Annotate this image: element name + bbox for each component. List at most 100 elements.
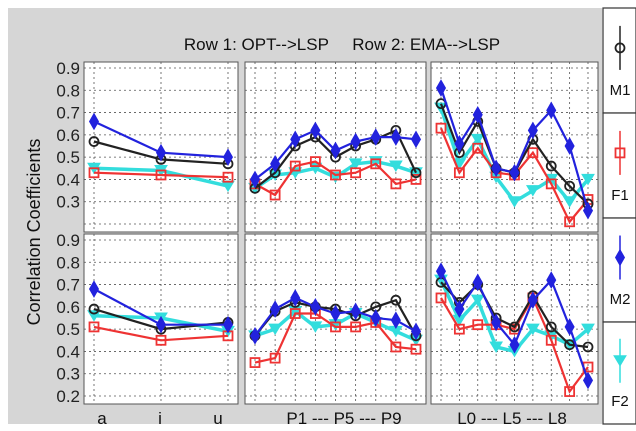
x-tick-labels: a i u P1 --- P5 --- P9 L0 --- L5 --- L8 xyxy=(97,409,567,428)
marker-m2 xyxy=(310,121,321,140)
marker-m2 xyxy=(472,273,483,292)
marker-m2 xyxy=(564,137,575,155)
marker-f2 xyxy=(470,294,485,307)
y-tick-label: 0.2 xyxy=(56,387,80,406)
marker-f2 xyxy=(268,323,283,336)
series-line-f1 xyxy=(254,160,417,197)
marker-m2 xyxy=(370,309,381,327)
y-tick-label: 0.9 xyxy=(56,231,80,250)
marker-m2 xyxy=(390,311,401,330)
marker-m2 xyxy=(330,141,341,160)
series-line-m1 xyxy=(440,281,589,349)
x-tick-label: L0 --- L5 --- L8 xyxy=(457,409,567,428)
marker-m2 xyxy=(350,302,361,321)
marker-f2 xyxy=(388,160,403,173)
marker-f1 xyxy=(545,178,557,190)
marker-f1 xyxy=(222,171,234,183)
x-tick-label: u xyxy=(213,409,222,428)
legend-item-f1: F1 xyxy=(602,112,636,219)
marker-f2 xyxy=(489,341,504,353)
marker-m1 xyxy=(390,294,402,306)
legend-label: M1 xyxy=(610,82,631,99)
marker-m1 xyxy=(582,341,594,353)
marker-m2 xyxy=(491,159,502,178)
marker-m2 xyxy=(491,313,502,332)
marker-m2 xyxy=(249,327,261,345)
marker-f1 xyxy=(435,292,447,304)
x-tick-label: P1 --- P5 --- P9 xyxy=(286,409,401,428)
y-tick-labels: 0.9 0.8 0.7 0.6 0.5 0.4 0.3 0.9 0.8 0.7 0.6 0.5 0.4 0… xyxy=(56,59,80,406)
marker-f1 xyxy=(88,167,100,179)
marker-f1 xyxy=(309,156,321,168)
marker-f2 xyxy=(470,133,485,146)
marker-f2 xyxy=(525,323,540,336)
marker-m2 xyxy=(155,315,167,334)
marker-f1 xyxy=(472,142,484,154)
marker-m2 xyxy=(410,130,422,149)
marker-f2 xyxy=(348,158,363,170)
y-tick-label: 0.5 xyxy=(56,148,80,167)
marker-f1 xyxy=(269,189,281,201)
marker-f1 xyxy=(390,341,402,353)
marker-m2 xyxy=(222,315,234,334)
y-tick-label: 0.8 xyxy=(56,253,80,272)
marker-f2 xyxy=(562,196,577,208)
panels xyxy=(83,61,599,405)
marker-f1 xyxy=(350,321,362,333)
legend-label: M2 xyxy=(610,291,631,308)
marker-m2 xyxy=(390,128,401,146)
marker-m2 xyxy=(270,300,281,318)
marker-m2 xyxy=(472,105,483,124)
series-line-f1 xyxy=(93,325,229,342)
marker-f1 xyxy=(249,357,261,368)
panel-row2-col3 xyxy=(430,233,599,405)
marker-m2 xyxy=(330,304,341,323)
marker-m2 xyxy=(155,143,167,162)
marker-m1 xyxy=(88,136,100,147)
marker-f2 xyxy=(525,185,540,197)
marker-f1 xyxy=(370,158,382,170)
legend-label: F1 xyxy=(611,187,629,204)
marker-f1 xyxy=(453,167,465,179)
marker-m1 xyxy=(509,321,520,333)
marker-f1 xyxy=(330,321,341,333)
panel-row1-col1 xyxy=(83,61,239,233)
marker-m2 xyxy=(509,163,520,182)
x-tick-label: a xyxy=(97,409,107,428)
marker-m2 xyxy=(582,201,594,220)
marker-m1 xyxy=(88,303,100,315)
marker-f1 xyxy=(350,167,362,179)
y-tick-label: 0.6 xyxy=(56,298,80,317)
panel-row2-col2 xyxy=(244,233,427,405)
marker-m1 xyxy=(545,160,557,172)
marker-f2 xyxy=(308,321,323,333)
marker-m2 xyxy=(222,148,234,166)
legend-label: F2 xyxy=(611,393,629,410)
marker-m2 xyxy=(270,155,281,173)
marker-f1 xyxy=(472,319,484,331)
legend-item-m2: M2 xyxy=(602,217,636,323)
marker-m1 xyxy=(545,321,557,333)
chart-title: Row 1: OPT-->LSP Row 2: EMA-->LSP xyxy=(184,35,500,54)
marker-m2 xyxy=(546,101,557,120)
y-tick-label: 0.4 xyxy=(56,170,80,189)
marker-f2 xyxy=(581,323,595,336)
marker-m2 xyxy=(546,271,557,289)
y-tick-label: 0.9 xyxy=(56,59,80,78)
y-tick-label: 0.7 xyxy=(56,276,80,295)
marker-f1 xyxy=(269,352,281,364)
marker-f1 xyxy=(527,147,539,159)
marker-m1 xyxy=(410,167,422,179)
panel-row1-col3 xyxy=(430,61,599,233)
series-line-f1 xyxy=(254,312,417,364)
marker-f1 xyxy=(88,321,100,333)
y-tick-label: 0.3 xyxy=(56,193,80,212)
marker-f1 xyxy=(410,343,422,355)
legend: M1 F1 M2 F2 xyxy=(602,7,636,425)
marker-m2 xyxy=(290,130,301,149)
marker-m2 xyxy=(88,112,100,131)
marker-f1 xyxy=(545,334,557,346)
marker-f2 xyxy=(507,196,522,208)
x-tick-label: i xyxy=(158,409,162,428)
